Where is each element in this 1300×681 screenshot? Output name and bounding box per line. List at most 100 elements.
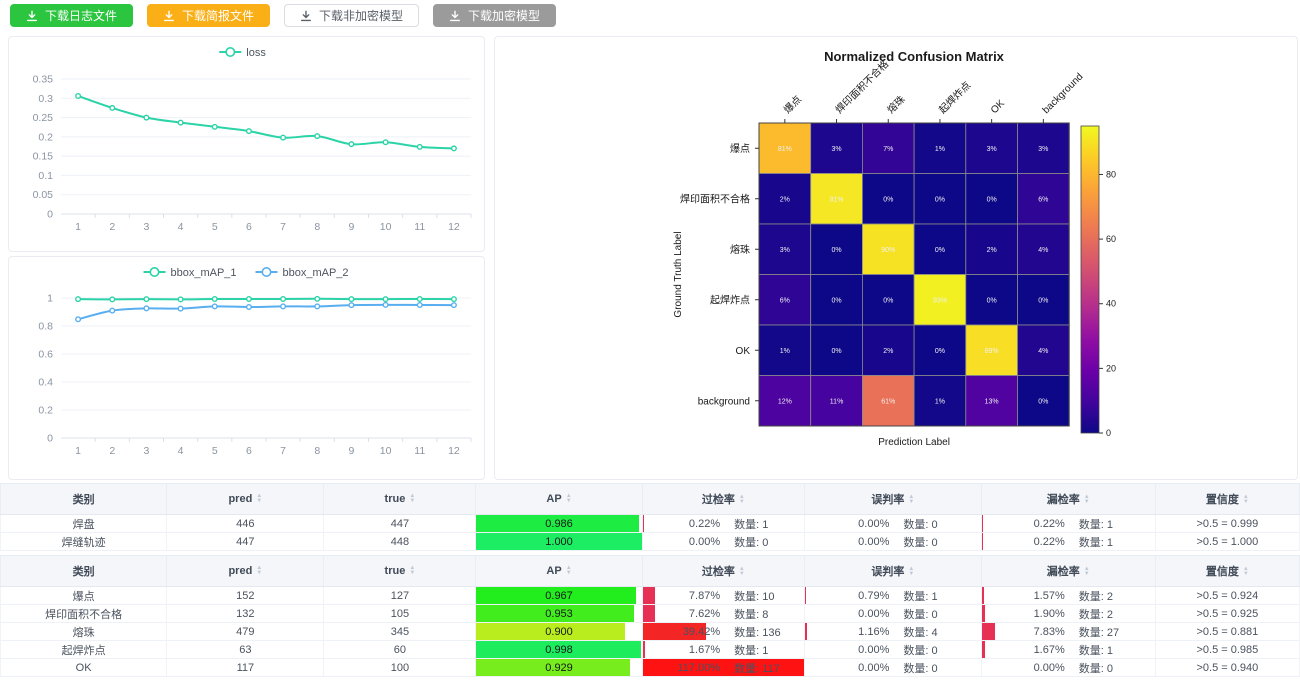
cell-mis-rate: 0.00%数量: 0 — [805, 605, 982, 623]
download-encrypted-model-button[interactable]: 下载加密模型 — [433, 4, 556, 27]
legend-item-bbox_mAP_1[interactable]: bbox_mAP_1 — [144, 267, 237, 279]
ap-value: 0.953 — [545, 608, 573, 620]
rate-percent: 0.00% — [989, 662, 1065, 674]
cell-mis-rate: 1.16%数量: 4 — [805, 623, 982, 641]
ap-value: 0.967 — [545, 590, 573, 602]
cm-col-label: 爆点 — [781, 93, 804, 116]
colorbar — [1081, 126, 1099, 433]
x-tick-label: 7 — [280, 221, 286, 233]
cm-cell-value: 11% — [830, 398, 844, 405]
cell-ap: 0.953 — [476, 605, 642, 623]
series-line-loss — [78, 96, 454, 148]
legend-item-bbox_mAP_2[interactable]: bbox_mAP_2 — [256, 267, 349, 279]
col-header-mis[interactable]: 误判率▲▼ — [805, 556, 982, 587]
download-log-button[interactable]: 下载日志文件 — [10, 4, 133, 27]
download-plain-model-label: 下载非加密模型 — [319, 10, 403, 22]
rate-percent: 0.22% — [989, 518, 1065, 530]
sort-icon[interactable]: ▲▼ — [739, 567, 745, 577]
rate-count: 数量: 1 — [1065, 516, 1148, 532]
cell-miss-rate: 7.83%数量: 27 — [981, 623, 1155, 641]
download-brief-button[interactable]: 下载简报文件 — [147, 4, 270, 27]
data-point — [144, 115, 149, 120]
ap-value: 0.998 — [545, 644, 573, 656]
cm-row-label: 熔珠 — [730, 243, 750, 256]
rate-count: 数量: 2 — [1065, 588, 1148, 604]
rate-count: 数量: 1 — [720, 516, 797, 532]
col-header-true[interactable]: true▲▼ — [324, 556, 476, 587]
cell-pred: 447 — [167, 533, 324, 551]
dashboard-page: { "toolbar": { "buttons": [ { "label": "… — [0, 0, 1300, 664]
data-point — [247, 305, 252, 310]
rate-count: 数量: 1 — [720, 642, 797, 658]
x-tick-label: 11 — [414, 221, 425, 233]
sort-icon[interactable]: ▲▼ — [256, 494, 262, 504]
rate-count: 数量: 8 — [720, 606, 797, 622]
download-plain-model-button[interactable]: 下载非加密模型 — [284, 4, 419, 27]
col-header-true[interactable]: true▲▼ — [324, 484, 476, 515]
rate-percent: 1.57% — [989, 590, 1065, 602]
sort-icon[interactable]: ▲▼ — [1243, 495, 1249, 505]
rate-percent: 1.67% — [649, 644, 720, 656]
cell-category: 起焊炸点 — [1, 641, 167, 659]
rate-percent: 0.00% — [812, 662, 889, 674]
rate-percent: 1.90% — [989, 608, 1065, 620]
cm-ylabel: Ground Truth Label — [673, 231, 684, 317]
rate-count: 数量: 0 — [1065, 660, 1148, 676]
sort-icon[interactable]: ▲▼ — [566, 566, 572, 576]
col-header-mis[interactable]: 误判率▲▼ — [805, 484, 982, 515]
sort-icon[interactable]: ▲▼ — [409, 566, 415, 576]
legend-item-loss[interactable]: loss — [219, 47, 266, 59]
y-tick-label: 0 — [47, 433, 53, 445]
col-header-pred[interactable]: pred▲▼ — [167, 484, 324, 515]
col-header-miss[interactable]: 漏检率▲▼ — [981, 484, 1155, 515]
cm-cell-value: 6% — [1038, 196, 1048, 203]
col-header-ap[interactable]: AP▲▼ — [476, 484, 642, 515]
col-header-ap[interactable]: AP▲▼ — [476, 556, 642, 587]
sort-icon[interactable]: ▲▼ — [566, 494, 572, 504]
cell-confidence: >0.5 = 0.925 — [1155, 605, 1299, 623]
data-point — [212, 304, 217, 309]
sort-icon[interactable]: ▲▼ — [739, 495, 745, 505]
sort-icon[interactable]: ▲▼ — [409, 494, 415, 504]
x-tick-label: 5 — [212, 445, 218, 457]
cell-ap: 0.967 — [476, 587, 642, 605]
rate-percent: 0.00% — [812, 608, 889, 620]
cm-cell-value: 1% — [935, 146, 945, 153]
ap-value: 0.900 — [545, 626, 573, 638]
cell-pred: 152 — [167, 587, 324, 605]
data-point — [383, 297, 388, 302]
cm-cell-value: 0% — [935, 348, 945, 355]
sort-icon[interactable]: ▲▼ — [1084, 495, 1090, 505]
confusion-matrix-chart: Normalized Confusion Matrix81%3%7%1%3%3%… — [495, 37, 1297, 479]
y-tick-label: 0.8 — [38, 321, 53, 333]
col-header-confidence[interactable]: 置信度▲▼ — [1155, 556, 1299, 587]
sort-icon[interactable]: ▲▼ — [256, 566, 262, 576]
sort-icon[interactable]: ▲▼ — [908, 567, 914, 577]
col-header-label: 过检率 — [702, 566, 735, 578]
col-header-miss[interactable]: 漏检率▲▼ — [981, 556, 1155, 587]
cell-mis-rate: 0.00%数量: 0 — [805, 515, 982, 533]
toolbar: 下载日志文件 下载简报文件 下载非加密模型 下载加密模型 — [10, 4, 556, 27]
data-point — [212, 125, 217, 130]
cell-category: 焊印面积不合格 — [1, 605, 167, 623]
col-header-pred[interactable]: pred▲▼ — [167, 556, 324, 587]
cm-cell-value: 90% — [881, 247, 895, 254]
data-point — [349, 303, 354, 308]
data-point — [76, 297, 81, 302]
col-header-over[interactable]: 过检率 ▲▼ — [642, 556, 804, 587]
cell-over-rate: 1.67%数量: 1 — [642, 641, 804, 659]
sort-icon[interactable]: ▲▼ — [1243, 567, 1249, 577]
col-header-confidence[interactable]: 置信度▲▼ — [1155, 484, 1299, 515]
rate-count: 数量: 0 — [889, 516, 973, 532]
y-tick-label: 0.25 — [33, 112, 54, 124]
x-tick-label: 2 — [109, 445, 115, 457]
col-header-over[interactable]: 过检率▲▼ — [642, 484, 804, 515]
cell-true: 105 — [324, 605, 476, 623]
sort-icon[interactable]: ▲▼ — [908, 495, 914, 505]
sort-icon[interactable]: ▲▼ — [1084, 567, 1090, 577]
x-tick-label: 12 — [448, 221, 460, 233]
cm-cell-value: 0% — [1038, 398, 1048, 405]
